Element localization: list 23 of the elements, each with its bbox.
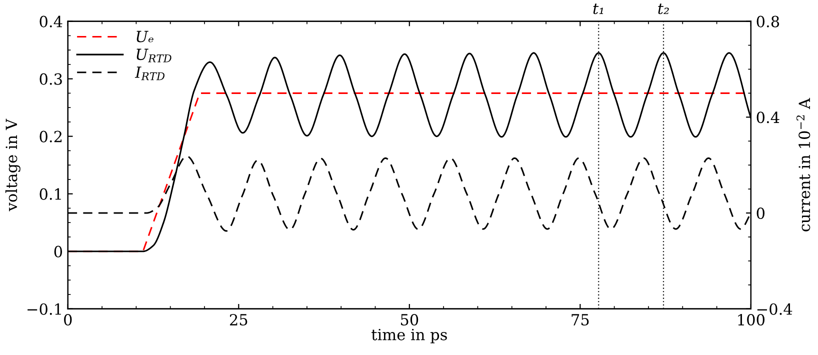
legend-label: U$_{RTD}$ (136, 48, 172, 62)
y2-tick-label: 0.8 (756, 16, 780, 28)
x-tick-label: 25 (230, 314, 248, 326)
y-tick-label: 0 (54, 246, 62, 258)
y-tick-label: −0.1 (28, 303, 61, 315)
y2-tick-label: 0.4 (756, 112, 780, 124)
y-tick-label: 0.1 (40, 188, 61, 200)
x-tick-label: 75 (572, 314, 589, 326)
ref-line-label: t₂ (658, 4, 669, 14)
y-tick-label: 0.2 (40, 130, 62, 142)
y2-tick-label: 0 (756, 207, 764, 220)
y2-axis-title: current in 10$^{−2}$ A (796, 98, 810, 232)
legend-label: I$_{RTD}$ (134, 66, 165, 80)
y2-tick-label: −0.4 (757, 303, 792, 315)
y-tick-label: 0.3 (40, 73, 62, 85)
x-tick-label: 0 (64, 314, 72, 326)
legend-label: Uₑ (136, 30, 154, 42)
ref-line-label: t₁ (593, 4, 604, 14)
x-axis-title: time in ps (372, 328, 447, 344)
x-tick-label: 50 (400, 314, 418, 326)
y-axis-title: voltage in V (5, 118, 20, 212)
y-tick-label: 0.4 (40, 16, 62, 28)
x-tick-label: 100 (738, 314, 764, 326)
